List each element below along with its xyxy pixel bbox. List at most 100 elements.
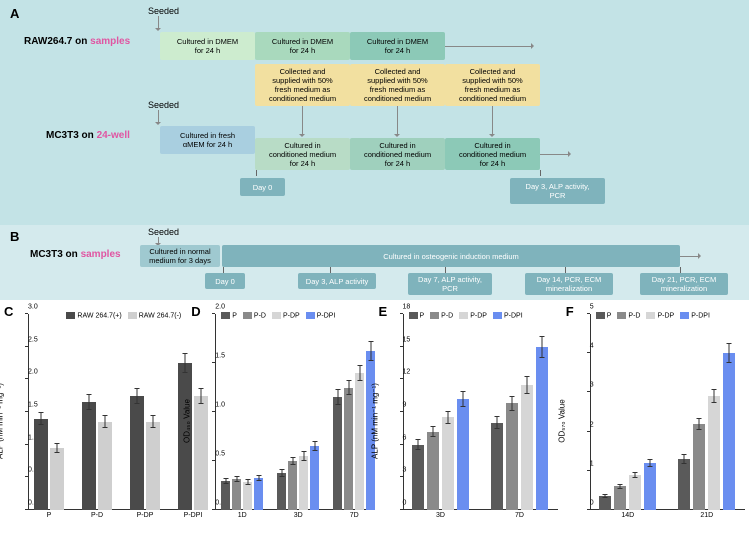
mcb-osteo: Cultured in osteogenic induction medium <box>222 245 680 267</box>
bar <box>232 479 241 510</box>
b-day0: Day 0 <box>205 273 245 289</box>
bar <box>288 461 297 510</box>
raw-dmem-3: Cultured in DMEM for 24 h <box>350 32 445 60</box>
bar <box>299 456 308 510</box>
chart-e-ylabel: ALP (nM min⁻¹ mg⁻¹) <box>370 383 379 459</box>
bar <box>644 463 656 510</box>
day3-box: Day 3, ALP activity, PCR <box>510 178 605 204</box>
bar <box>344 388 353 511</box>
mcb-arrow-right <box>680 256 700 257</box>
chart-c-ylabel: ALP (nM min⁻¹ mg⁻¹) <box>0 383 5 459</box>
day0-box: Day 0 <box>240 178 285 196</box>
panel-b-label: B <box>10 229 19 244</box>
seeded-label-mc: Seeded <box>148 100 179 110</box>
chart-c-plot: 0.00.51.01.52.02.53.0PP-DP-DPP-DPI <box>28 314 183 510</box>
bar <box>723 353 735 510</box>
mc-arrow-right <box>540 154 570 155</box>
raw-title-a: RAW264.7 on <box>24 36 90 47</box>
b-day14: Day 14, PCR, ECM mineralization <box>525 273 613 295</box>
bar <box>491 423 503 510</box>
bar <box>34 419 48 510</box>
chart-d-label: D <box>191 304 200 319</box>
arrow-seed-b <box>158 237 159 245</box>
panel-a-label: A <box>10 6 19 21</box>
mcb-title-b: samples <box>81 249 121 260</box>
bar <box>50 448 64 510</box>
arrow-cond-3 <box>492 106 493 136</box>
arrow-seed-mc <box>158 110 159 124</box>
mc-cond-3: Cultured in conditioned medium for 24 h <box>445 138 540 170</box>
bar <box>678 459 690 510</box>
mc-title-a: MC3T3 on <box>46 130 97 141</box>
chart-e-plot: 03691215183D7D <box>403 314 558 510</box>
raw-arrow-right <box>445 46 533 47</box>
collected-2: Collected and supplied with 50% fresh me… <box>350 64 445 106</box>
raw-dmem-2: Cultured in DMEM for 24 h <box>255 32 350 60</box>
bar <box>333 397 342 510</box>
mcb-title: MC3T3 on samples <box>30 249 121 260</box>
chart-d: D OD₄₅₀ Value 0.00.51.01.52.01D3D7D PP-D… <box>187 300 374 542</box>
collected-1: Collected and supplied with 50% fresh me… <box>255 64 350 106</box>
mcb-title-a: MC3T3 on <box>30 249 81 260</box>
chart-f-plot: 01234514D21D <box>590 314 745 510</box>
bar <box>146 422 160 510</box>
bar <box>355 373 364 510</box>
bar <box>521 385 533 510</box>
chart-f-ylabel: OD₅₇₀ Value <box>557 399 566 442</box>
bar <box>614 486 626 510</box>
bar <box>310 446 319 510</box>
mc-title-b: 24-well <box>97 130 130 141</box>
b-day3: Day 3, ALP activity <box>298 273 376 289</box>
chart-e-label: E <box>379 304 388 319</box>
bar <box>427 432 439 510</box>
raw-title: RAW264.7 on samples <box>24 36 130 47</box>
tick-day3 <box>540 170 541 176</box>
bar <box>629 475 641 510</box>
chart-d-plot: 0.00.51.01.52.01D3D7D <box>215 314 370 510</box>
chart-e: E ALP (nM min⁻¹ mg⁻¹) 03691215183D7D PP-… <box>375 300 562 542</box>
collected-3: Collected and supplied with 50% fresh me… <box>445 64 540 106</box>
bar <box>130 396 144 510</box>
b-day7: Day 7, ALP activity, PCR <box>408 273 492 295</box>
bar <box>506 403 518 510</box>
mc-fresh: Cultured in fresh αMEM for 24 h <box>160 126 255 154</box>
mc-cond-1: Cultured in conditioned medium for 24 h <box>255 138 350 170</box>
mc-cond-2: Cultured in conditioned medium for 24 h <box>350 138 445 170</box>
raw-title-b: samples <box>90 36 130 47</box>
bar <box>98 422 112 510</box>
bar <box>457 399 469 510</box>
raw-dmem-1: Cultured in DMEM for 24 h <box>160 32 255 60</box>
b-day21: Day 21, PCR, ECM mineralization <box>640 273 728 295</box>
panel-a: A Seeded RAW264.7 on samples Cultured in… <box>0 0 749 225</box>
chart-e-legend: PP-DP-DPP-DPI <box>409 312 523 319</box>
seeded-label-raw: Seeded <box>148 6 179 16</box>
chart-f-label: F <box>566 304 574 319</box>
chart-f: F OD₅₇₀ Value 01234514D21D PP-DP-DPP-DPI <box>562 300 749 542</box>
arrow-cond-2 <box>397 106 398 136</box>
bar <box>599 496 611 510</box>
bar <box>708 396 720 510</box>
chart-c-label: C <box>4 304 13 319</box>
panel-b: B Seeded MC3T3 on samples Cultured in no… <box>0 225 749 300</box>
bar <box>442 417 454 510</box>
seeded-b: Seeded <box>148 227 179 237</box>
mc-title: MC3T3 on 24-well <box>46 130 130 141</box>
bar <box>82 402 96 510</box>
chart-c: C ALP (nM min⁻¹ mg⁻¹) 0.00.51.01.52.02.5… <box>0 300 187 542</box>
bar <box>243 482 252 510</box>
bar <box>693 424 705 510</box>
chart-d-legend: PP-DP-DPP-DPI <box>221 312 335 319</box>
arrow-seed-raw <box>158 16 159 30</box>
chart-d-ylabel: OD₄₅₀ Value <box>183 399 192 443</box>
charts-row: C ALP (nM min⁻¹ mg⁻¹) 0.00.51.01.52.02.5… <box>0 300 749 542</box>
bar <box>412 445 424 510</box>
bar <box>277 473 286 510</box>
arrow-cond-1 <box>302 106 303 136</box>
tick-day0 <box>256 170 257 176</box>
bar <box>536 347 548 510</box>
chart-f-legend: PP-DP-DPP-DPI <box>596 312 710 319</box>
bar <box>254 478 263 510</box>
mcb-normal: Cultured in normal medium for 3 days <box>140 245 220 267</box>
bar <box>221 481 230 510</box>
chart-c-legend: RAW 264.7(+)RAW 264.7(-) <box>66 312 181 319</box>
